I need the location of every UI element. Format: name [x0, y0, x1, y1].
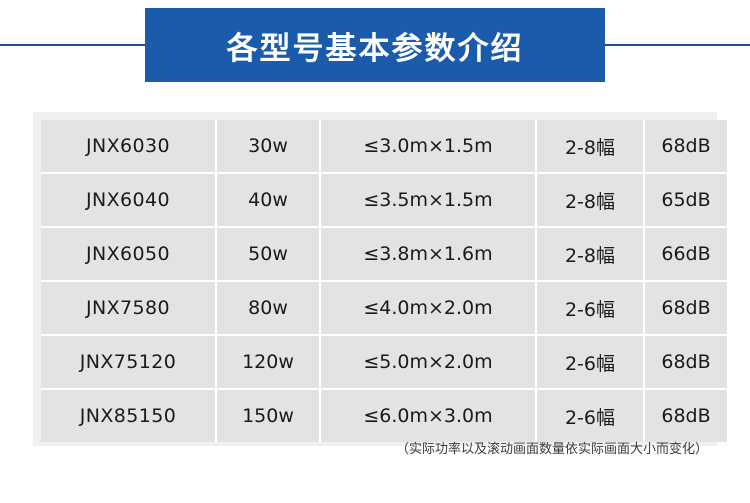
table-row: JNX6050 50w ≤3.8m×1.6m 2-8幅 66dB [41, 227, 727, 282]
cell-power: 80w [216, 281, 321, 336]
cell-count: 2-8幅 [536, 227, 645, 282]
cell-db: 65dB [644, 173, 727, 228]
header-banner: 各型号基本参数介绍 [145, 8, 605, 82]
cell-db: 66dB [644, 227, 727, 282]
table-footnote: （实际功率以及滚动画面数量依实际画面大小而变化） [395, 442, 708, 457]
cell-model: JNX6030 [41, 120, 217, 174]
cell-size: ≤6.0m×3.0m [320, 389, 537, 442]
cell-model: JNX85150 [41, 389, 217, 442]
cell-size: ≤3.5m×1.5m [320, 173, 537, 228]
table-row: JNX7580 80w ≤4.0m×2.0m 2-6幅 68dB [41, 281, 727, 336]
cell-db: 68dB [644, 389, 727, 442]
cell-count: 2-8幅 [536, 173, 645, 228]
page-title: 各型号基本参数介绍 [226, 30, 524, 67]
cell-model: JNX7580 [41, 281, 217, 336]
cell-db: 68dB [644, 281, 727, 336]
cell-db: 68dB [644, 120, 727, 174]
cell-size: ≤5.0m×2.0m [320, 335, 537, 390]
cell-size: ≤4.0m×2.0m [320, 281, 537, 336]
cell-size: ≤3.0m×1.5m [320, 120, 537, 174]
table-row: JNX6040 40w ≤3.5m×1.5m 2-8幅 65dB [41, 173, 727, 228]
spec-table-panel: JNX6030 30w ≤3.0m×1.5m 2-8幅 68dB JNX6040… [33, 112, 727, 446]
cell-model: JNX6040 [41, 173, 217, 228]
table-row: JNX85150 150w ≤6.0m×3.0m 2-6幅 68dB [41, 389, 727, 442]
cell-size: ≤3.8m×1.6m [320, 227, 537, 282]
cell-model: JNX75120 [41, 335, 217, 390]
cell-power: 50w [216, 227, 321, 282]
cell-power: 40w [216, 173, 321, 228]
cell-power: 30w [216, 120, 321, 174]
cell-db: 68dB [644, 335, 727, 390]
cell-power: 150w [216, 389, 321, 442]
table-row: JNX75120 120w ≤5.0m×2.0m 2-6幅 68dB [41, 335, 727, 390]
cell-count: 2-6幅 [536, 281, 645, 336]
page-header: 各型号基本参数介绍 [0, 0, 750, 90]
cell-count: 2-8幅 [536, 120, 645, 174]
cell-count: 2-6幅 [536, 335, 645, 390]
spec-table: JNX6030 30w ≤3.0m×1.5m 2-8幅 68dB JNX6040… [41, 120, 727, 442]
table-row: JNX6030 30w ≤3.0m×1.5m 2-8幅 68dB [41, 120, 727, 174]
cell-model: JNX6050 [41, 227, 217, 282]
cell-count: 2-6幅 [536, 389, 645, 442]
cell-power: 120w [216, 335, 321, 390]
